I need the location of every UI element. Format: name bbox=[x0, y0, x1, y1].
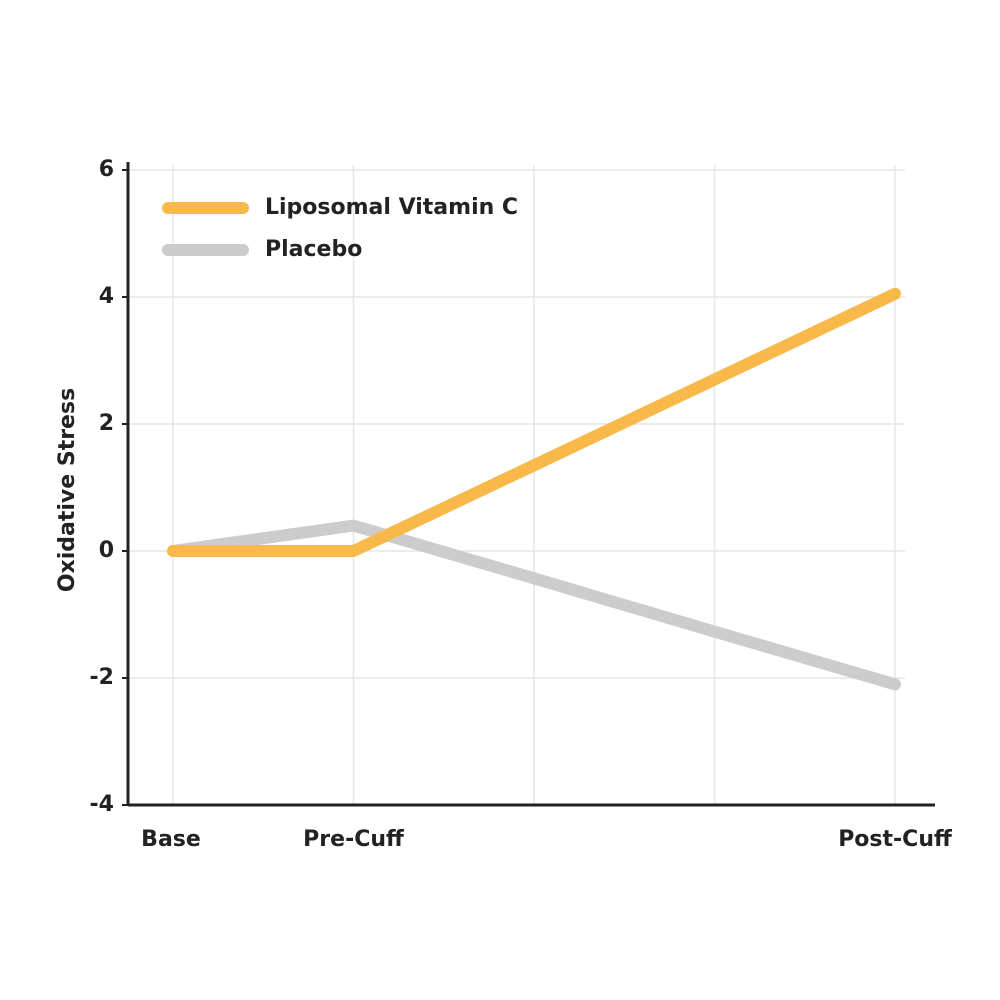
y-axis-label: Oxidative Stress bbox=[55, 388, 80, 592]
legend-label: Liposomal Vitamin C bbox=[265, 195, 518, 220]
x-tick-label: Post-Cuff bbox=[838, 827, 953, 852]
y-tick-label: 2 bbox=[99, 411, 114, 436]
series-line bbox=[167, 519, 901, 691]
legend-label: Placebo bbox=[265, 237, 362, 262]
x-tick-label: Base bbox=[141, 827, 201, 852]
x-tick-label: Pre-Cuff bbox=[303, 827, 405, 852]
y-tick-label: 6 bbox=[99, 157, 114, 182]
series-line bbox=[167, 287, 901, 557]
y-tick-label: -2 bbox=[90, 665, 114, 690]
y-tick-label: 4 bbox=[99, 284, 114, 309]
y-tick-label: 0 bbox=[99, 538, 114, 563]
y-tick-label: -4 bbox=[90, 792, 114, 817]
